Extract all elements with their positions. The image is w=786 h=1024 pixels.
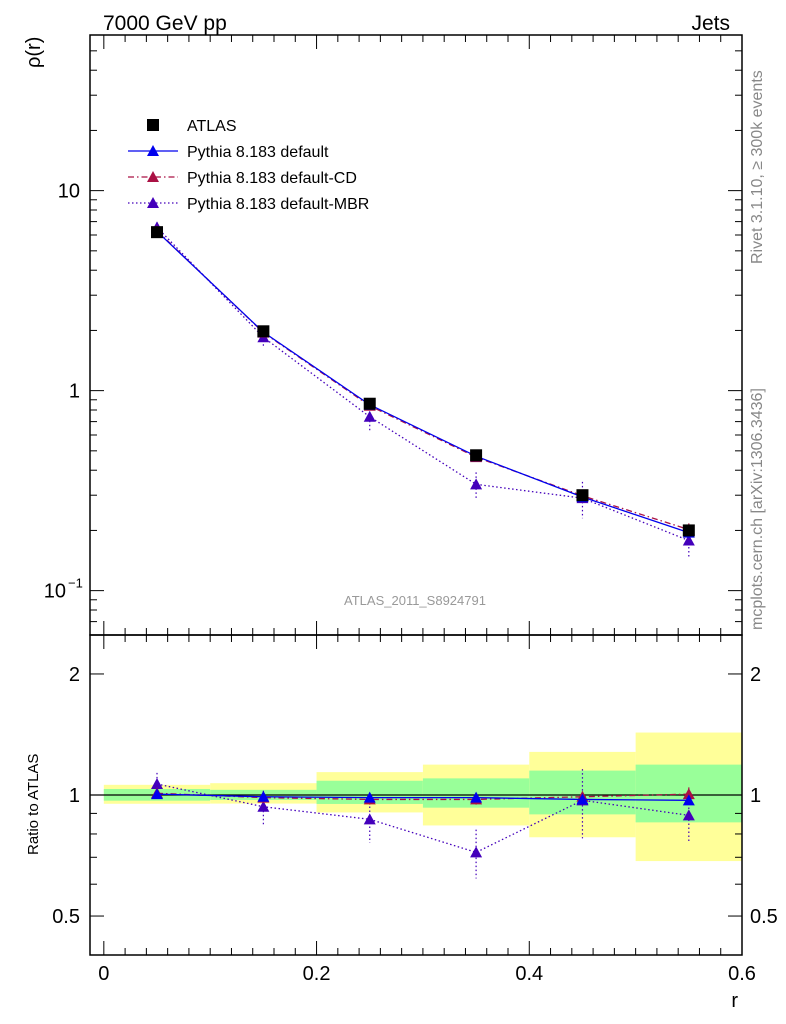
ratio-ytick-label-left: 1 bbox=[69, 785, 80, 807]
legend-marker-cd bbox=[147, 171, 159, 182]
legend-marker-atlas bbox=[147, 119, 159, 131]
main-ytick-label: 10 bbox=[58, 181, 80, 203]
ratio-xtick-label: 0 bbox=[98, 963, 109, 985]
ratio-marker-default bbox=[151, 788, 164, 800]
main-marker-mbr bbox=[682, 534, 695, 546]
main-marker-atlas bbox=[682, 524, 695, 537]
ratio-ytick-label-right: 2 bbox=[750, 664, 761, 686]
ratio-ytick-label-left: 0.5 bbox=[52, 906, 80, 928]
ratio-ytick-label-left: 2 bbox=[69, 664, 80, 686]
main-ytick-label: 10 bbox=[44, 581, 66, 603]
ratio-xtick-label: 0.2 bbox=[303, 963, 331, 985]
main-line-default bbox=[156, 230, 690, 534]
ratio-marker-default bbox=[682, 794, 695, 806]
ratio-ytick-label-right: 1 bbox=[750, 785, 761, 807]
ratio-panel: 0.5 0.5 1 1 2 2 0 0.2 0.4 0.6 bbox=[52, 634, 778, 985]
main-ytick-label: 1 bbox=[69, 381, 80, 403]
main-marker-atlas bbox=[151, 226, 164, 239]
ratio-ytick-label-right: 0.5 bbox=[750, 906, 778, 928]
ratio-marker-mbr bbox=[151, 778, 164, 790]
ratio-marker-cd bbox=[682, 788, 695, 800]
ratio-marker-mbr bbox=[470, 846, 483, 858]
ratio-marker-default bbox=[257, 790, 270, 802]
ratio-marker-mbr bbox=[257, 800, 270, 812]
ratio-xtick-label: 0.6 bbox=[728, 963, 756, 985]
ratio-marker-mbr bbox=[682, 809, 695, 821]
main-marker-mbr bbox=[363, 410, 376, 422]
ratio-line-cd bbox=[156, 792, 689, 801]
analysis-watermark: ATLAS_2011_S8924791 bbox=[344, 593, 486, 608]
mcplots-label: mcplots.cern.ch [arXiv:1306.3436] bbox=[749, 388, 766, 630]
ratio-line-default bbox=[156, 793, 689, 801]
ratio-xtick-label: 0.4 bbox=[515, 963, 543, 985]
main-marker-mbr bbox=[470, 478, 483, 490]
ratio-marker-default bbox=[470, 791, 483, 803]
main-line-mbr bbox=[156, 226, 690, 542]
legend-marker-mbr bbox=[147, 197, 159, 208]
main-line-cd bbox=[156, 230, 690, 531]
ratio-marker-default bbox=[363, 791, 376, 803]
legend-label: ATLAS bbox=[187, 118, 237, 135]
ratio-marker-default bbox=[576, 793, 589, 805]
ratio-ylabel: Ratio to ATLAS bbox=[25, 754, 42, 855]
ratio-marker-mbr bbox=[363, 813, 376, 825]
ratio-xlabel: r bbox=[731, 990, 738, 1012]
main-ylabel: ρ(r) bbox=[23, 37, 45, 68]
legend-label: Pythia 8.183 default-MBR bbox=[187, 196, 369, 213]
main-ytick-label-exponent: −1 bbox=[68, 576, 83, 591]
main-marker-atlas bbox=[470, 449, 483, 462]
main-marker-atlas bbox=[363, 397, 376, 410]
legend-label: Pythia 8.183 default bbox=[187, 144, 329, 161]
legend: ATLAS Pythia 8.183 default Pythia 8.183 de… bbox=[128, 118, 369, 213]
legend-label: Pythia 8.183 default-CD bbox=[187, 170, 357, 187]
header-left: 7000 GeV pp bbox=[103, 12, 227, 35]
main-marker-atlas bbox=[576, 489, 589, 502]
legend-marker-default bbox=[147, 145, 159, 156]
main-marker-atlas bbox=[257, 325, 270, 338]
header-right: Jets bbox=[691, 12, 730, 35]
rivet-label: Rivet 3.1.10, ≥ 300k events bbox=[749, 70, 766, 264]
